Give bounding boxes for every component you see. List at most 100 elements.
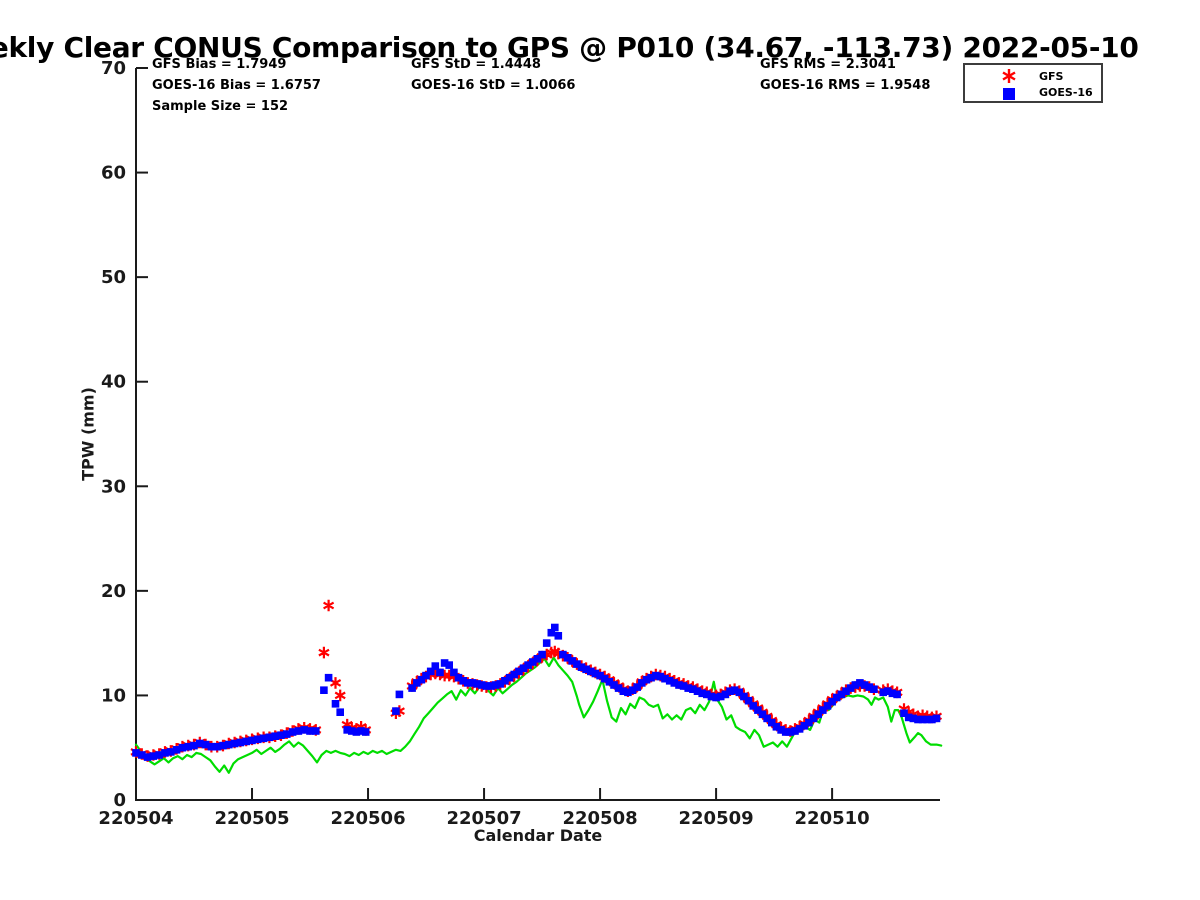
goes16-marker — [828, 697, 836, 706]
goes16-marker — [464, 679, 472, 687]
goes16-marker — [884, 687, 892, 695]
goes16-marker — [324, 673, 333, 682]
goes16-marker — [904, 713, 913, 722]
x-tick-label: 220506 — [330, 808, 405, 829]
goes16-legend-square-icon — [1003, 88, 1015, 100]
legend-label-gfs: GFS — [1039, 70, 1064, 83]
goes16-marker — [842, 687, 850, 695]
goes16-marker — [563, 654, 572, 662]
axes-lines — [135, 68, 940, 801]
goes16-marker — [283, 730, 291, 738]
x-axis-title: Calendar Date — [473, 826, 603, 845]
goes16-marker — [524, 661, 532, 669]
goes16-marker — [577, 663, 586, 671]
goes16-marker — [918, 715, 927, 724]
stat-gfs-std: GFS StD = 1.4448 — [411, 57, 541, 72]
goes16-marker — [610, 681, 618, 689]
goes16-marker — [559, 650, 567, 659]
goes16-marker — [707, 692, 716, 701]
goes16-marker — [529, 658, 537, 666]
goes16-marker — [624, 688, 632, 697]
goes16-marker — [888, 689, 897, 698]
goes16-marker — [538, 650, 546, 659]
goes16-marker — [749, 702, 757, 710]
goes16-marker — [259, 734, 268, 743]
goes16-marker — [777, 726, 785, 734]
goes16-marker — [271, 732, 279, 740]
goes16-marker — [587, 667, 595, 676]
goes16-marker — [306, 727, 314, 735]
goes16-marker — [336, 708, 344, 716]
goes16-marker — [823, 702, 832, 710]
goes16-marker — [591, 669, 600, 678]
goes16-marker — [647, 673, 655, 682]
goes16-marker — [300, 726, 308, 734]
goes16-marker — [928, 715, 936, 724]
goes16-marker — [207, 742, 216, 751]
goes16-marker — [893, 690, 901, 699]
y-tick-label: 60 — [101, 163, 126, 184]
goes16-marker — [436, 668, 444, 677]
goes16-marker — [236, 738, 245, 747]
goes16-marker — [515, 667, 523, 676]
goes16-marker — [445, 661, 453, 669]
goes16-marker — [510, 670, 518, 679]
x-tick-label: 220507 — [446, 808, 521, 829]
goes16-marker — [642, 675, 651, 684]
legend-box: GFS GOES-16 — [963, 63, 1103, 103]
goes16-marker — [277, 731, 285, 739]
goes16-marker — [689, 685, 697, 693]
goes16-marker — [600, 674, 609, 683]
goes16-marker — [652, 671, 660, 680]
goes16-marker — [716, 692, 725, 701]
goes16-markers — [132, 623, 941, 761]
goes16-marker — [730, 686, 739, 694]
goes16-marker — [440, 659, 449, 667]
goes16-marker — [352, 728, 361, 736]
goes16-marker — [837, 690, 846, 699]
goes16-marker — [357, 727, 365, 735]
goes16-marker — [856, 679, 864, 687]
goes16-marker — [184, 742, 192, 751]
goes16-marker — [178, 743, 187, 752]
goes16-marker — [923, 715, 931, 724]
goes16-marker — [763, 714, 771, 723]
goes16-marker — [735, 688, 744, 697]
goes16-marker — [496, 680, 505, 688]
goes16-marker — [781, 728, 790, 736]
goes16-marker — [459, 677, 467, 685]
goes16-marker — [201, 740, 210, 749]
goes16-marker — [932, 714, 941, 723]
goes16-marker — [870, 685, 878, 693]
goes16-marker — [721, 690, 730, 699]
goes16-marker — [288, 728, 297, 736]
goes16-marker — [454, 673, 463, 682]
goes16-marker — [450, 668, 458, 677]
goes16-marker — [795, 725, 804, 733]
x-tick-label: 220505 — [214, 808, 289, 829]
goes16-marker — [638, 679, 646, 687]
goes16-marker — [900, 709, 908, 717]
goes16-marker — [914, 715, 922, 724]
goes16-marker — [361, 728, 370, 736]
goes16-marker — [343, 726, 351, 734]
goes16-marker — [851, 681, 860, 689]
goes16-marker — [172, 746, 181, 754]
goes16-marker — [132, 749, 140, 757]
goes16-marker — [482, 682, 491, 690]
x-tick-label: 220510 — [795, 808, 870, 829]
goes16-marker — [431, 662, 440, 670]
x-tick-label: 220509 — [679, 808, 754, 829]
goes16-marker — [679, 682, 688, 690]
goes16-marker — [473, 680, 481, 688]
y-tick-label: 40 — [101, 372, 126, 393]
goes16-marker — [809, 714, 818, 723]
goes16-marker — [819, 706, 827, 714]
y-tick-label: 50 — [101, 267, 126, 288]
stat-sample-size: Sample Size = 152 — [152, 99, 289, 114]
stat-goes16-bias: GOES-16 Bias = 1.6757 — [152, 78, 321, 93]
goes16-marker — [832, 693, 841, 702]
goes16-marker — [740, 692, 748, 701]
goes16-marker — [754, 706, 762, 714]
